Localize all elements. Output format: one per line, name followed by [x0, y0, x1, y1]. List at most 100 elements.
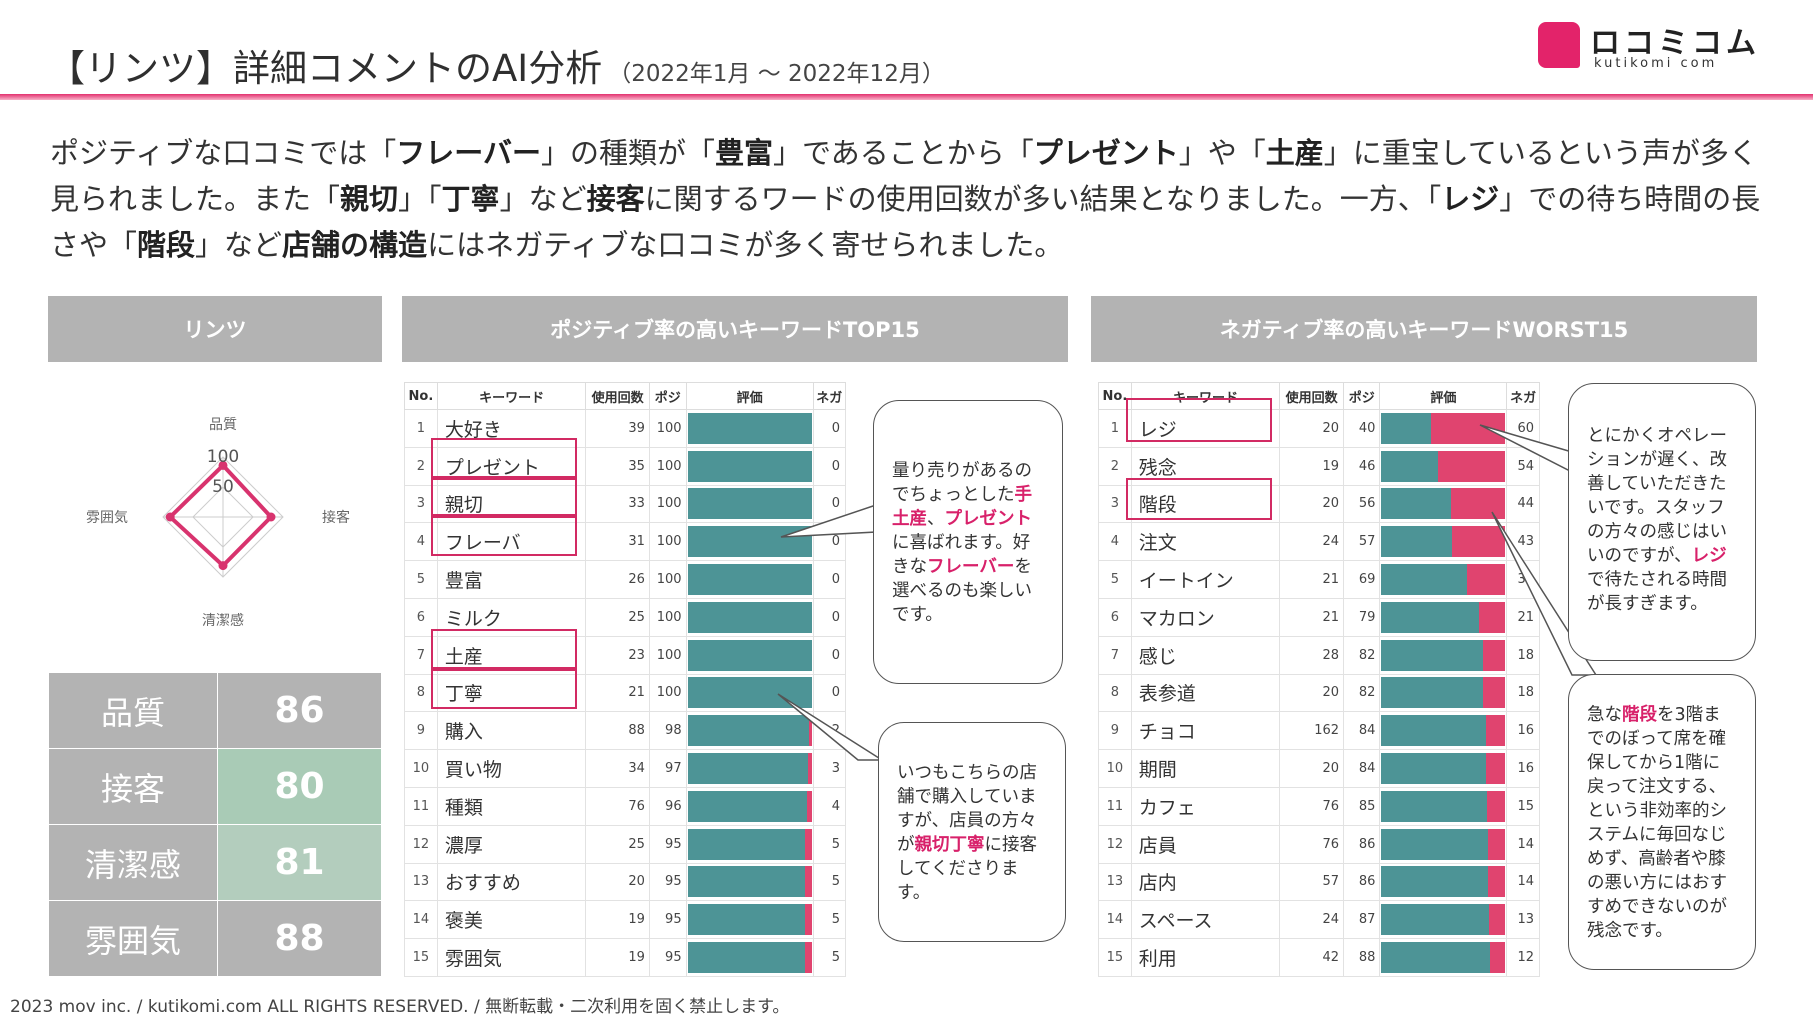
table-row: 6 マカロン 21 79 21	[1098, 597, 1540, 637]
col-pos: ポジ	[1343, 382, 1381, 410]
summary-segment: ポジティブな口コミでは「	[50, 136, 397, 170]
usage-count: 20	[1279, 749, 1345, 788]
positive-rate: 88	[1343, 938, 1381, 977]
rating-bar-positive	[1381, 904, 1490, 936]
keyword-rank: 7	[1098, 635, 1132, 675]
negative-rate: 18	[1506, 635, 1540, 675]
rating-bar	[687, 450, 812, 482]
keyword-text: マカロン	[1130, 597, 1281, 637]
rating-bar	[687, 677, 812, 709]
rating-bar	[687, 526, 812, 558]
rating-bar	[687, 790, 812, 822]
keyword-text: スペース	[1130, 900, 1281, 940]
negative-rate: 13	[1506, 900, 1540, 940]
score-table: 品質 86 接客 80 清潔感 81 雰囲気 88	[48, 672, 382, 977]
comment-segment: に喜ばれます。好きな	[892, 533, 1031, 577]
table-row: 9 購入 88 98 2	[404, 711, 847, 751]
rating-bar-positive	[1381, 753, 1486, 785]
highlight-box-present	[431, 438, 577, 478]
rating-bar-negative	[1485, 753, 1506, 785]
rating-bar-positive	[687, 639, 812, 671]
comment-segment: で待たされる時間が長すぎます。	[1587, 570, 1727, 614]
rating-bar-cell	[685, 711, 814, 751]
keyword-text: 濃厚	[436, 824, 587, 864]
rating-bar	[1381, 412, 1506, 444]
usage-count: 19	[585, 938, 650, 977]
col-count: 使用回数	[1279, 382, 1345, 410]
rating-bar-positive	[687, 677, 812, 709]
usage-count: 28	[1279, 635, 1345, 675]
keyword-text: 豊富	[436, 560, 587, 599]
col-neg: ネガ	[1506, 382, 1540, 410]
score-label: 清潔感	[48, 824, 218, 901]
positive-rate: 86	[1343, 824, 1381, 864]
keyword-text: 表参道	[1130, 673, 1281, 713]
score-label: 接客	[48, 748, 218, 825]
score-label: 雰囲気	[48, 900, 218, 977]
rating-bar-positive	[1381, 601, 1480, 633]
negative-rate: 14	[1506, 824, 1540, 864]
comment-bubble-1: 量り売りがあるのでちょっとした手土産、プレゼントに喜ばれます。好きなフレーバーを…	[873, 400, 1063, 684]
negative-rate: 0	[812, 446, 847, 486]
positive-rate: 46	[1343, 446, 1381, 486]
rating-bar-cell	[685, 673, 814, 713]
rating-bar	[1381, 828, 1506, 860]
usage-count: 21	[1279, 597, 1345, 637]
rating-bar	[687, 904, 812, 936]
keyword-rank: 15	[404, 938, 438, 977]
table-row: 13 おすすめ 20 95 5	[404, 862, 847, 902]
highlight-box-flavor	[431, 516, 577, 556]
rating-bar	[687, 412, 812, 444]
score-value: 88	[217, 900, 382, 977]
rating-bar-positive	[1381, 677, 1484, 709]
positive-rate: 100	[648, 446, 687, 486]
radar-point	[165, 512, 175, 522]
negative-rate: 14	[1506, 862, 1540, 902]
rating-bar-negative	[1452, 526, 1506, 558]
rating-bar	[687, 715, 812, 747]
keyword-text: 利用	[1130, 938, 1281, 977]
keyword-text: カフェ	[1130, 786, 1281, 826]
comment-bold-segment: レジ	[1691, 546, 1727, 566]
radar-tick-label: 50	[212, 477, 234, 497]
rating-bar-negative	[805, 942, 812, 974]
usage-count: 162	[1279, 711, 1345, 751]
rating-bar-cell	[685, 749, 814, 788]
rating-bar	[1381, 904, 1506, 936]
rating-bar	[1381, 942, 1506, 974]
usage-count: 34	[585, 749, 650, 788]
table-row: 4 注文 24 57 43	[1098, 522, 1540, 562]
positive-rate: 100	[648, 635, 687, 675]
usage-count: 31	[585, 522, 650, 562]
usage-count: 35	[585, 446, 650, 486]
negative-rate: 4	[812, 786, 847, 826]
table-row: 9 チョコ 162 84 16	[1098, 711, 1540, 751]
rating-bar-negative	[806, 790, 812, 822]
positive-rate: 100	[648, 673, 687, 713]
radar-point	[266, 512, 276, 522]
negative-rate: 44	[1506, 484, 1540, 524]
positive-panel-header: ポジティブ率の高いキーワードTOP15	[402, 296, 1068, 362]
logo-text: ロコミコム	[1590, 26, 1760, 61]
usage-count: 33	[585, 484, 650, 524]
rating-bar-positive	[1381, 526, 1453, 558]
negative-rate: 5	[812, 862, 847, 902]
keyword-text: 店員	[1130, 824, 1281, 864]
rating-bar-negative	[1483, 639, 1506, 671]
rating-bar-negative	[1483, 677, 1506, 709]
col-count: 使用回数	[585, 382, 650, 410]
rating-bar-cell	[1379, 560, 1508, 599]
rating-bar-positive	[687, 715, 810, 747]
col-keyword: キーワード	[1130, 382, 1281, 410]
keyword-text: 階段	[1130, 484, 1281, 524]
keyword-rank: 9	[404, 711, 438, 751]
rating-bar-cell	[685, 786, 814, 826]
summary-bold-segment: 豊富	[715, 136, 774, 170]
keyword-text: 雰囲気	[436, 938, 587, 977]
col-pos: ポジ	[648, 382, 687, 410]
rating-bar-negative	[1431, 412, 1506, 444]
usage-count: 25	[585, 597, 650, 637]
rating-bar-positive	[687, 526, 812, 558]
usage-count: 76	[1279, 824, 1345, 864]
rating-bar-positive	[1381, 639, 1484, 671]
